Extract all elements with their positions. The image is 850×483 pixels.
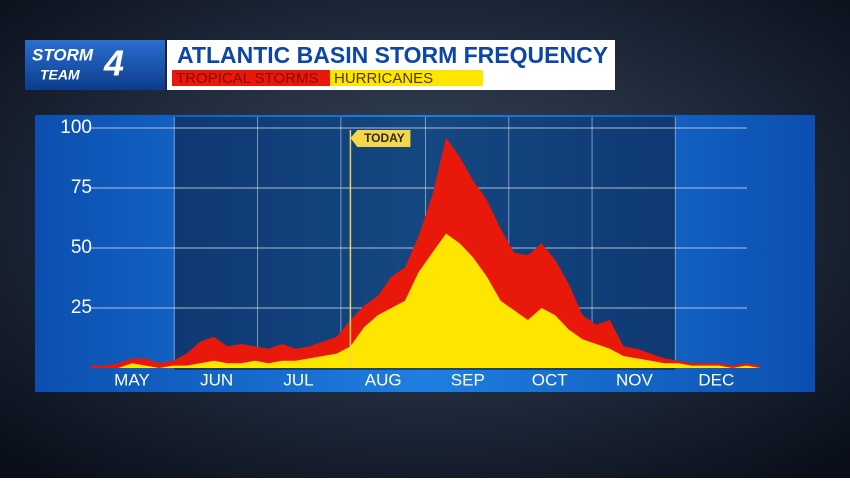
logo-line1: STORM [32, 45, 94, 64]
x-tick-label: NOV [616, 370, 654, 389]
area-series [91, 233, 760, 368]
logo-line2: TEAM [40, 67, 80, 83]
x-tick-label: SEP [451, 370, 485, 389]
plot: 25 50 75 100 MAY JUN JUL AUG SEP OCT NOV DEC TODAY [60, 117, 760, 389]
x-tick-label: DEC [698, 370, 734, 389]
x-tick-label: OCT [532, 370, 568, 389]
y-tick-label: 50 [71, 237, 92, 258]
annotation-text: TODAY [364, 131, 405, 145]
legend-swatch [330, 70, 483, 86]
x-tick-label: MAY [114, 370, 150, 389]
legend-swatch [172, 70, 330, 86]
y-tick-label: 75 [71, 177, 92, 198]
x-tick-label: JUN [200, 370, 233, 389]
logo-box [25, 40, 165, 90]
annotation-flag [350, 130, 411, 147]
x-tick-label: JUL [283, 370, 313, 389]
legend-label: HURRICANES [334, 70, 433, 87]
y-tick-label: 100 [60, 117, 92, 138]
y-tick-label: 25 [71, 297, 92, 318]
logo-number: 4 [103, 43, 124, 84]
x-tick-label: AUG [365, 370, 402, 389]
area-series [91, 137, 760, 368]
chart-title: ATLANTIC BASIN STORM FREQUENCY [177, 42, 608, 68]
legend-label: TROPICAL STORMS [176, 70, 319, 87]
